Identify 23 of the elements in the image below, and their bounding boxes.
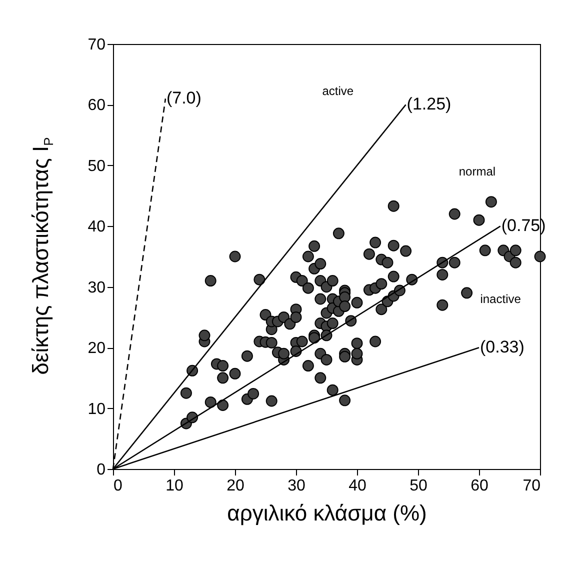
x-tick-label: 10 (166, 478, 184, 494)
y-tick-label: 0 (96, 462, 106, 478)
x-tick-label: 20 (226, 478, 244, 494)
y-tick-label: 30 (88, 279, 106, 296)
annotation: normal (458, 164, 496, 178)
y-tick-label: 50 (88, 158, 106, 175)
y-tick-label: 70 (88, 36, 106, 54)
y-tick-label: 60 (88, 97, 106, 114)
annotation: inactive (480, 292, 522, 306)
x-tick-label: 60 (470, 478, 488, 494)
annotation: (0.33) (480, 338, 524, 357)
x-tick-label: 70 (522, 478, 541, 494)
x-tick-label: 0 (114, 478, 122, 494)
y-tick-label: 20 (88, 340, 106, 358)
x-axis-title: αργιλικό κλάσμα (%) (227, 500, 427, 526)
x-tick-label: 30 (288, 478, 306, 494)
x-tick-label: 40 (348, 478, 366, 494)
annotation: (7.0) (166, 88, 202, 108)
y-tick-label: 10 (88, 400, 106, 418)
annotation: (1.25) (406, 94, 452, 114)
x-tick-label: 50 (410, 478, 428, 494)
y-tick-label: 40 (88, 218, 106, 236)
annotation: active (322, 84, 354, 98)
